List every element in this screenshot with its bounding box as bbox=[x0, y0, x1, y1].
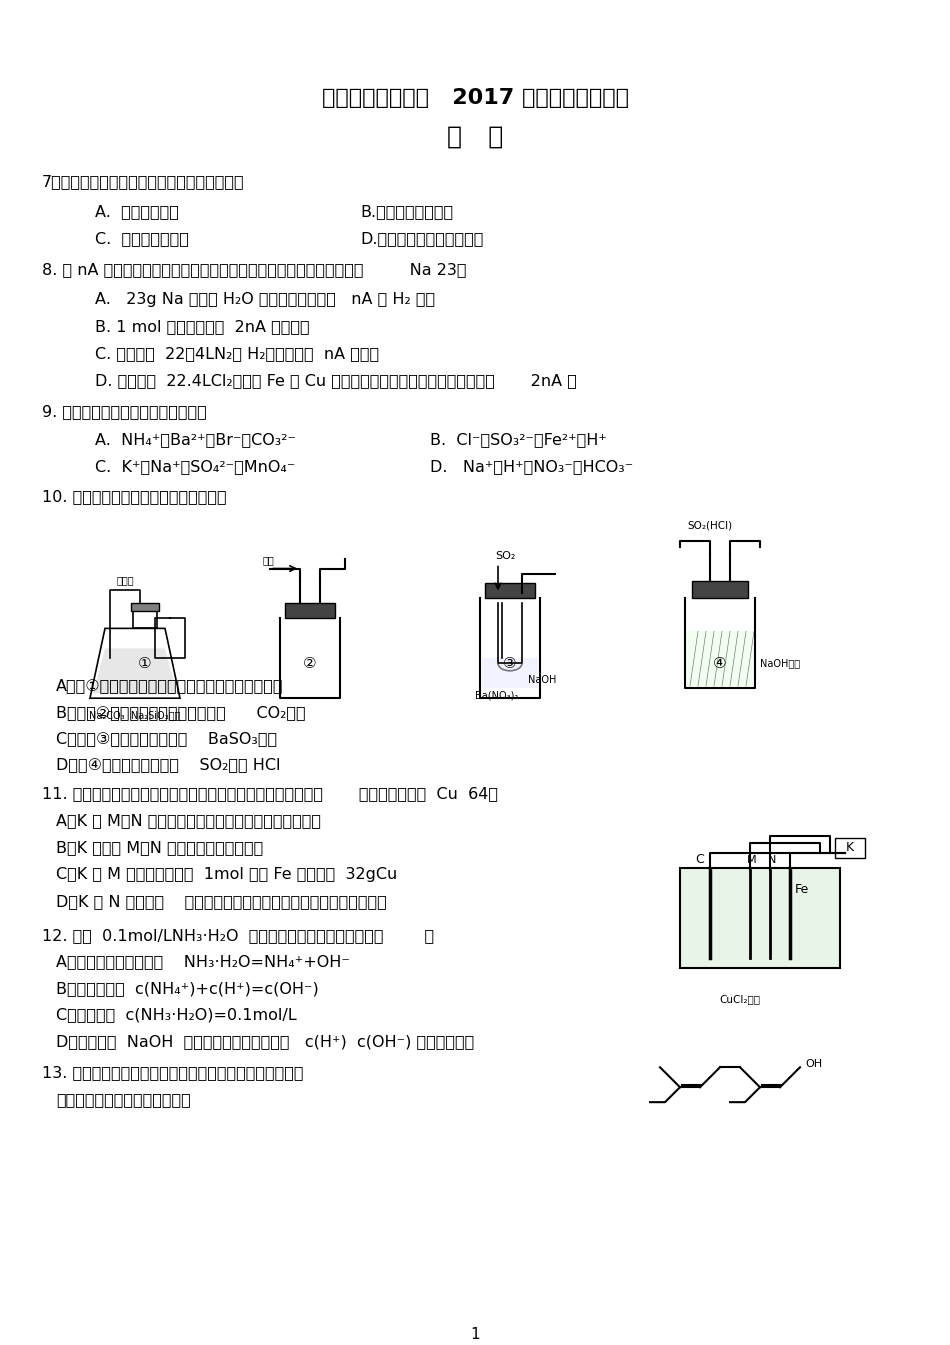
Text: B．溶液中有：  c(NH₄⁺)+c(H⁺)=c(OH⁻): B．溶液中有： c(NH₄⁺)+c(H⁺)=c(OH⁻) bbox=[56, 982, 319, 997]
Text: ④: ④ bbox=[713, 656, 727, 671]
Bar bbox=[835, 838, 865, 858]
Text: B.甘油作护肤保湿剂: B.甘油作护肤保湿剂 bbox=[360, 204, 453, 219]
Text: D．加入少量  NaOH  固体，溶液中碱性增强，   c(H⁺)  c(OH⁻) 的乘积将增大: D．加入少量 NaOH 固体，溶液中碱性增强， c(H⁺) c(OH⁻) 的乘积… bbox=[56, 1034, 474, 1049]
Text: C．溶液中：  c(NH₃·H₂O)=0.1mol/L: C．溶液中： c(NH₃·H₂O)=0.1mol/L bbox=[56, 1007, 296, 1022]
Text: C.  漂粉精作消毒剂: C. 漂粉精作消毒剂 bbox=[95, 231, 189, 246]
Text: 广州市增城区四校   2017 届高三第一次联考: 广州市增城区四校 2017 届高三第一次联考 bbox=[321, 87, 629, 108]
Text: SO₂(HCl): SO₂(HCl) bbox=[688, 521, 732, 531]
Text: Na₂CO₃  Na₂SiO₃溶液: Na₂CO₃ Na₂SiO₃溶液 bbox=[89, 710, 180, 720]
Text: B．用图②所示实验装置排空气法收集      CO₂气体: B．用图②所示实验装置排空气法收集 CO₂气体 bbox=[56, 705, 306, 720]
Text: 化   学: 化 学 bbox=[446, 125, 504, 149]
Text: 13. 香叶醇是合成玫瑰香油的主要原料，其结构简式如下：: 13. 香叶醇是合成玫瑰香油的主要原料，其结构简式如下： bbox=[42, 1065, 303, 1080]
Text: OH: OH bbox=[805, 1060, 822, 1069]
Text: M: M bbox=[748, 855, 757, 865]
Text: NaOH溶液: NaOH溶液 bbox=[760, 658, 800, 668]
Bar bbox=[485, 584, 535, 599]
Text: 1: 1 bbox=[470, 1326, 480, 1341]
Bar bbox=[133, 611, 157, 628]
Text: D.   Na⁺、H⁺、NO₃⁻、HCO₃⁻: D. Na⁺、H⁺、NO₃⁻、HCO₃⁻ bbox=[430, 459, 634, 473]
Text: 9. 水溶液中能大量共存的一组离子是: 9. 水溶液中能大量共存的一组离子是 bbox=[42, 404, 207, 418]
Bar bbox=[680, 868, 840, 967]
Text: A.   23g Na 与足量 H₂O 反应完全后可生成   nA 个 H₂ 分子: A. 23g Na 与足量 H₂O 反应完全后可生成 nA 个 H₂ 分子 bbox=[95, 292, 435, 307]
Text: A．K 与 M、N 均断开，一段时间后电解质溶液质量变大: A．K 与 M、N 均断开，一段时间后电解质溶液质量变大 bbox=[56, 812, 321, 829]
Text: 下列有关香叶醇的叙述正确的是: 下列有关香叶醇的叙述正确的是 bbox=[56, 1092, 191, 1107]
Text: ③: ③ bbox=[504, 656, 517, 671]
Text: C．用图③所示实验装置制备    BaSO₃沉淀: C．用图③所示实验装置制备 BaSO₃沉淀 bbox=[56, 732, 277, 746]
Text: K: K bbox=[846, 842, 854, 854]
Text: ①: ① bbox=[138, 656, 152, 671]
Text: D．图④装置可以用来除去    SO₂中的 HCl: D．图④装置可以用来除去 SO₂中的 HCl bbox=[56, 757, 280, 772]
Text: 稀硫酸: 稀硫酸 bbox=[116, 576, 134, 585]
Polygon shape bbox=[93, 648, 177, 693]
Text: 11. 某电化学研究学习小组，设计右图装置。下列叙述正确的是       （相对原子质量  Cu  64）: 11. 某电化学研究学习小组，设计右图装置。下列叙述正确的是 （相对原子质量 C… bbox=[42, 785, 498, 802]
Text: 气体: 气体 bbox=[262, 555, 274, 565]
Text: C: C bbox=[695, 853, 704, 866]
Text: CuCl₂溶液: CuCl₂溶液 bbox=[719, 994, 761, 1005]
Text: D．K 与 N 相连时，    碳棒上产生使湿润的淀粉碘化钾试纸变蓝的气体: D．K 与 N 相连时， 碳棒上产生使湿润的淀粉碘化钾试纸变蓝的气体 bbox=[56, 893, 387, 909]
Text: 8. 设 nA 为阿伏伽德罗常数的数值，下列说法正确的是（相对原子质量         Na 23）: 8. 设 nA 为阿伏伽德罗常数的数值，下列说法正确的是（相对原子质量 Na 2… bbox=[42, 262, 466, 277]
Bar bbox=[131, 604, 159, 612]
Text: Fe: Fe bbox=[795, 882, 809, 896]
Bar bbox=[687, 631, 753, 686]
Text: NaOH: NaOH bbox=[528, 675, 557, 685]
Text: D. 标况下，  22.4LCl₂与足量 Fe 和 Cu 混合物点燃，反应后，转移的电子数为       2nA 个: D. 标况下， 22.4LCl₂与足量 Fe 和 Cu 混合物点燃，反应后，转移… bbox=[95, 373, 577, 389]
Text: A．图①所示实验可比较硫、碳、硅的非金属性强弱: A．图①所示实验可比较硫、碳、硅的非金属性强弱 bbox=[56, 678, 283, 693]
Text: C.  K⁺、Na⁺、SO₄²⁻、MnO₄⁻: C. K⁺、Na⁺、SO₄²⁻、MnO₄⁻ bbox=[95, 459, 295, 473]
Text: A．氨水电离方程式为：    NH₃·H₂O=NH₄⁺+OH⁻: A．氨水电离方程式为： NH₃·H₂O=NH₄⁺+OH⁻ bbox=[56, 955, 350, 970]
Text: ②: ② bbox=[303, 656, 316, 671]
Text: A.  NH₄⁺、Ba²⁺、Br⁻、CO₃²⁻: A. NH₄⁺、Ba²⁺、Br⁻、CO₃²⁻ bbox=[95, 432, 296, 447]
Text: D.铁粉作食品袋内的脱氧剂: D.铁粉作食品袋内的脱氧剂 bbox=[360, 231, 484, 246]
Text: 7．下列物质在生活中应用时，起还原作用的是: 7．下列物质在生活中应用时，起还原作用的是 bbox=[42, 175, 245, 190]
Text: C. 标况下，  22．4LN₂和 H₂混合气中含  nA 个原子: C. 标况下， 22．4LN₂和 H₂混合气中含 nA 个原子 bbox=[95, 346, 379, 360]
Text: 10. 关于下列图示的说法中，正确的是：: 10. 关于下列图示的说法中，正确的是： bbox=[42, 488, 227, 504]
Text: Ba(NO₃)₂: Ba(NO₃)₂ bbox=[475, 690, 519, 701]
Bar bbox=[692, 581, 748, 599]
Text: A.  明矾作净水剂: A. 明矾作净水剂 bbox=[95, 204, 179, 219]
Text: N: N bbox=[768, 855, 776, 865]
Bar bbox=[285, 604, 335, 619]
Text: SO₂: SO₂ bbox=[495, 550, 515, 561]
Text: B.  Cl⁻、SO₃²⁻、Fe²⁺、H⁺: B. Cl⁻、SO₃²⁻、Fe²⁺、H⁺ bbox=[430, 432, 607, 447]
Text: B. 1 mol 乙烯分子含有  2nA 碳碳双键: B. 1 mol 乙烯分子含有 2nA 碳碳双键 bbox=[95, 319, 310, 334]
Bar bbox=[482, 658, 538, 689]
Text: C．K 与 M 相连时，每转移  1mol 电子 Fe 表面生成  32gCu: C．K 与 M 相连时，每转移 1mol 电子 Fe 表面生成 32gCu bbox=[56, 866, 397, 882]
Text: B．K 分别与 M、N 相连时，铁均受到保护: B．K 分别与 M、N 相连时，铁均受到保护 bbox=[56, 839, 263, 855]
Text: 12. 有关  0.1mol/LNH₃·H₂O  溶液中，下列说法中正确的是（        ）: 12. 有关 0.1mol/LNH₃·H₂O 溶液中，下列说法中正确的是（ ） bbox=[42, 928, 434, 943]
